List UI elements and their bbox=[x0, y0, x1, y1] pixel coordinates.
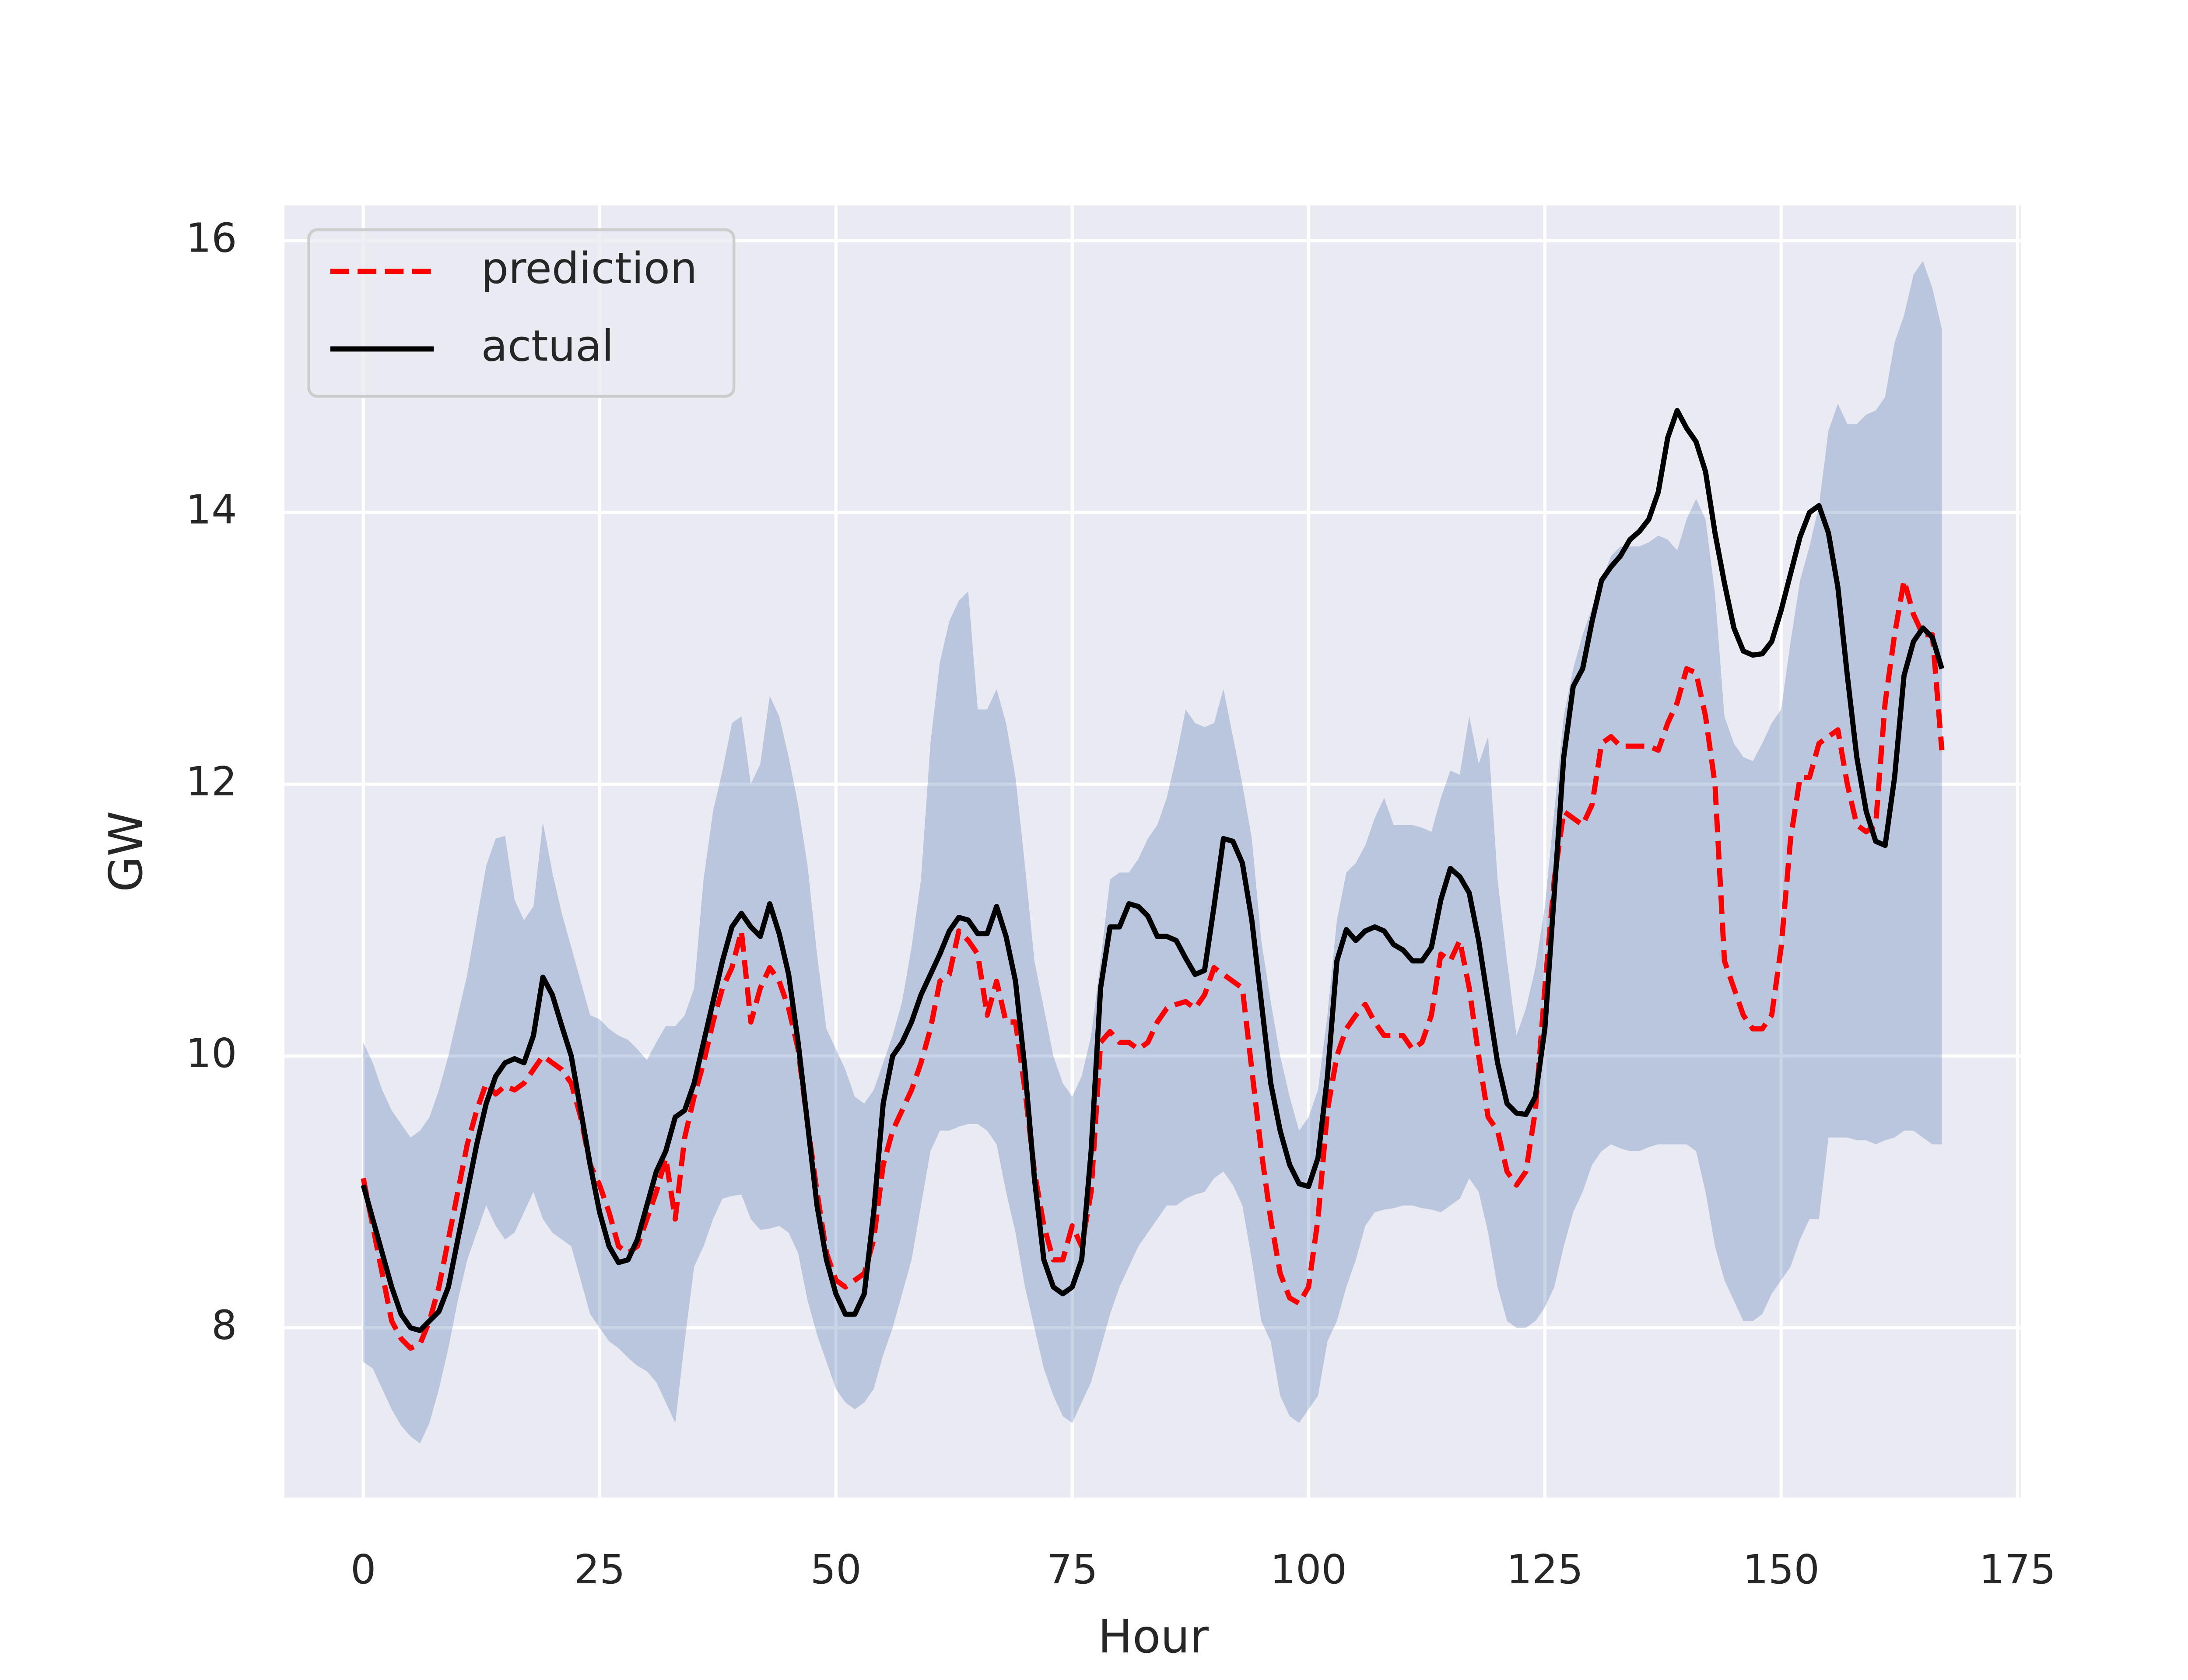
series-line bbox=[361, 408, 1945, 1334]
y-tick-label: 16 bbox=[186, 214, 237, 261]
y-tick-label: 8 bbox=[211, 1302, 237, 1348]
plot-area bbox=[284, 205, 2021, 1498]
grid bbox=[284, 205, 2021, 1498]
series-line bbox=[361, 578, 1945, 1351]
legend-label: prediction bbox=[481, 244, 697, 294]
x-tick-label: 100 bbox=[1270, 1546, 1347, 1593]
x-tick-label: 0 bbox=[351, 1546, 376, 1593]
legend: prediction actual bbox=[307, 228, 736, 398]
x-tick-label: 50 bbox=[810, 1546, 862, 1593]
y-tick-label: 12 bbox=[186, 758, 237, 805]
y-tick-label: 14 bbox=[186, 486, 237, 533]
confidence-band bbox=[363, 261, 1942, 1443]
marks bbox=[361, 261, 1945, 1443]
x-tick-label: 25 bbox=[574, 1546, 625, 1593]
x-tick-label: 125 bbox=[1507, 1546, 1583, 1593]
x-tick-label: 75 bbox=[1047, 1546, 1098, 1593]
x-tick-label: 150 bbox=[1743, 1546, 1820, 1593]
y-tick-label: 10 bbox=[186, 1030, 237, 1077]
legend-label: actual bbox=[481, 321, 614, 371]
x-tick-label: 175 bbox=[1979, 1546, 2056, 1593]
labels: 0 25 50 75 100 125 150 175 8 10 12 14 16 bbox=[186, 214, 2056, 1593]
y-axis-label: GW bbox=[99, 811, 153, 892]
x-axis-label: Hour bbox=[1098, 1610, 1209, 1663]
